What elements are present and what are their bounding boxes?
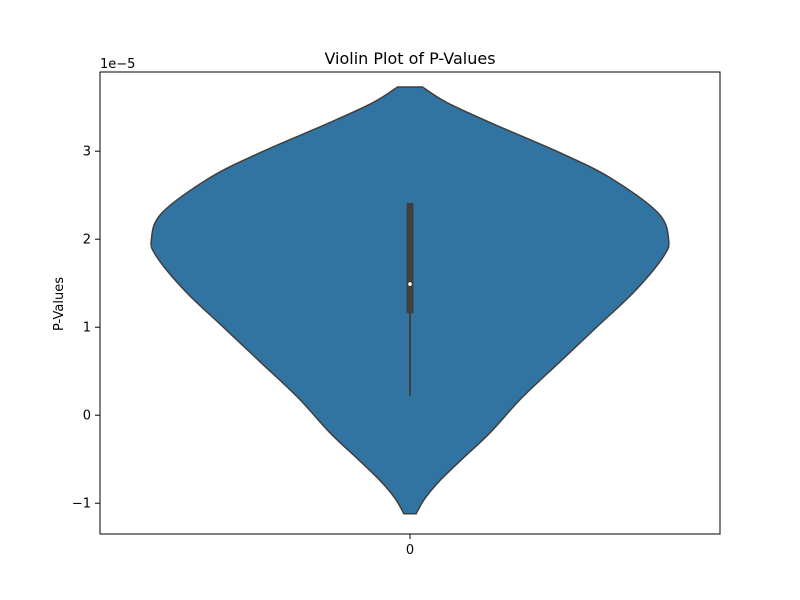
- y-tick-label: 0: [83, 409, 91, 424]
- x-tick-label: 0: [406, 543, 414, 558]
- violin-median-marker: [408, 282, 412, 286]
- y-tick-label: 3: [83, 145, 91, 160]
- y-tick-label: 1: [83, 321, 91, 336]
- plot-area: [150, 86, 670, 515]
- chart-title: Violin Plot of P-Values: [324, 49, 495, 68]
- violin-iqr-box: [406, 203, 414, 314]
- x-axis: 0: [406, 534, 414, 558]
- y-tick-label: 2: [83, 233, 91, 248]
- y-tick-label: −1: [72, 497, 91, 512]
- y-axis: −1 0 1 2 3: [72, 145, 100, 512]
- y-axis-offset-label: 1e−5: [100, 57, 135, 72]
- y-axis-label: P-Values: [52, 277, 67, 331]
- plot-frame: [99, 71, 721, 535]
